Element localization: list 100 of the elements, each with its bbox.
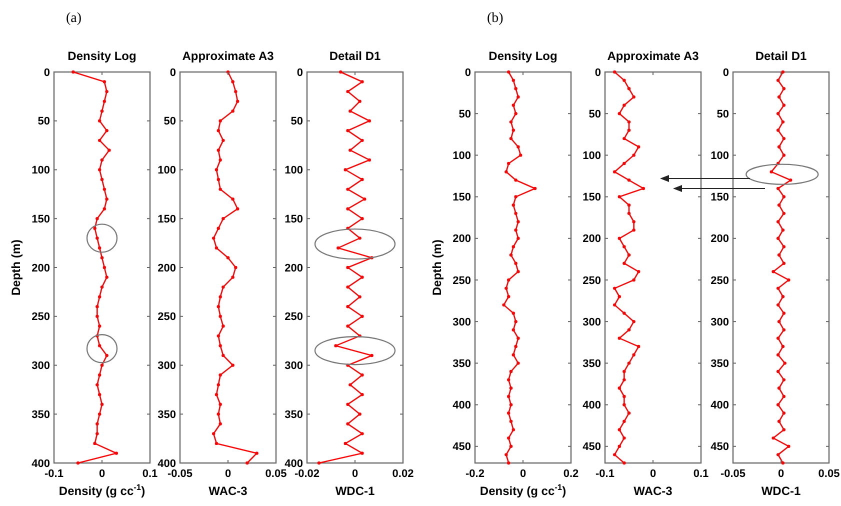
x-tick-label: 0.05 [265,468,287,480]
point [613,70,616,74]
y-tick-label: 150 [582,192,601,204]
point [346,207,350,210]
y-axis-title: Depth (m) [9,240,23,296]
point [632,278,636,282]
point [218,402,222,406]
y-tick-label: 100 [158,164,176,177]
point [93,226,96,230]
y-tick-label: 50 [458,108,471,120]
point [507,461,510,465]
y-tick-label: 250 [452,274,471,287]
point [776,336,780,340]
point [108,148,111,152]
y-tick-label: 250 [710,274,729,287]
y-tick-label: 300 [452,316,471,328]
line-series [72,70,118,465]
x-axis-title: Density (g cc$^{-1}$) [58,482,146,498]
point [782,245,786,248]
point [782,262,786,265]
point [100,256,104,260]
point [622,403,626,406]
point [613,170,616,174]
point [98,138,102,142]
point [105,354,108,358]
point [632,220,636,224]
point [781,461,785,465]
y-tick-label: 400 [452,400,471,412]
point [346,422,350,426]
point [776,370,780,374]
point [509,403,513,406]
point [102,188,106,191]
y-tick-label: 0 [722,66,729,79]
point [627,212,631,216]
point [789,178,792,182]
point [105,129,108,132]
x-tick-label: 0.05 [818,468,840,480]
y-tick-label: 0 [44,66,50,79]
point [777,95,781,99]
point [512,428,515,432]
point [516,145,520,148]
point [216,383,220,386]
point [781,295,785,298]
point [637,270,640,274]
point [622,370,626,374]
point [781,120,785,124]
point [782,136,786,140]
point [776,186,780,190]
point [782,312,786,315]
y-tick-label: 300 [710,316,729,328]
y-tick-label: 400 [582,400,601,412]
point [507,436,510,440]
point [231,364,234,367]
point [782,154,786,157]
point [512,353,515,356]
point [514,262,518,265]
point [360,276,364,279]
point [782,394,786,398]
point [222,217,225,220]
point [358,236,362,240]
y-tick-label: 250 [158,311,176,324]
point [787,278,790,282]
point [776,286,780,290]
y-tick-label: 350 [710,358,729,370]
point [622,461,626,465]
point [216,178,220,182]
point [100,178,104,182]
point [218,158,222,162]
point [618,295,621,298]
point [231,276,234,279]
point [358,412,362,416]
y-tick-label: 100 [284,164,303,177]
y-tick-label: 200 [284,262,303,274]
point [781,344,785,348]
point [98,119,102,122]
point [509,136,513,140]
point [222,354,225,358]
y-tick-label: 400 [284,458,303,470]
point [622,420,626,424]
y-tick-label: 0 [594,66,601,79]
point [507,295,510,298]
y-tick-label: 300 [582,316,601,328]
point [507,411,510,415]
point [632,320,636,324]
point [358,100,362,103]
point [512,128,515,132]
x-tick-label: -0.05 [167,468,193,480]
y-tick-label: 150 [710,192,729,204]
point [360,452,364,455]
point [622,394,626,398]
point [100,158,104,162]
line-series [613,70,645,465]
point [360,138,364,142]
point [222,324,225,328]
x-tick-label: 0 [352,468,358,480]
y-tick-label: 50 [164,116,176,128]
point [514,87,518,90]
point [507,70,510,74]
point [234,266,238,270]
point [218,422,222,426]
